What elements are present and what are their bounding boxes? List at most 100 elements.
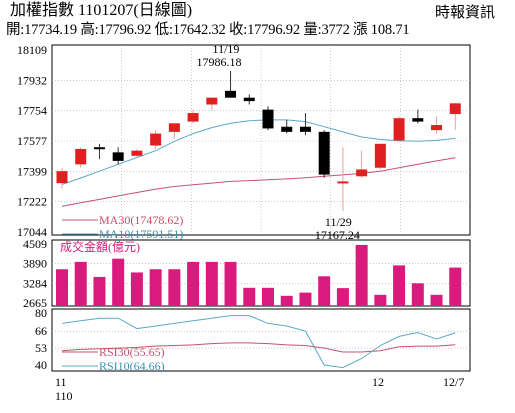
ohlc-summary: 開:17734.19 高:17796.92 低:17642.32 收:17796… [6, 22, 410, 38]
candle [168, 123, 180, 139]
data-source: 時報資訊 [434, 5, 495, 21]
candle [112, 147, 124, 165]
candle-body [337, 181, 349, 184]
volume-bar [393, 265, 406, 306]
x-label-month-12: 12 [372, 375, 384, 389]
volume-bar [280, 295, 293, 306]
ma10-line [61, 119, 456, 185]
candle [356, 150, 368, 178]
candle [281, 119, 293, 134]
candle-body [393, 118, 405, 141]
candle [318, 130, 330, 178]
x-label-year-110: 110 [55, 389, 73, 403]
volume-bar [168, 269, 181, 306]
price-axis-ticks: 18109 17932 17754 17577 17399 17222 17044 [17, 43, 47, 239]
candle-body [150, 133, 162, 146]
price-tick-label: 17754 [17, 104, 47, 118]
candle-body [449, 103, 461, 115]
candle [243, 94, 255, 105]
candle [225, 70, 237, 98]
ma10-legend-label: MA10(17591.51) [99, 227, 183, 241]
volume-panel-frame [51, 239, 471, 307]
volume-tick-label: 3890 [23, 257, 47, 271]
candle [431, 116, 443, 134]
ma-legend: MA30(17478.62) MA10(17591.51) [62, 213, 183, 241]
candle-body [262, 109, 274, 129]
rsi-axis-ticks: 80 66 53 40 [35, 306, 47, 372]
volume-bar [205, 261, 218, 306]
candle-body [168, 123, 180, 132]
volume-bar [130, 272, 143, 306]
rsi-tick-label: 40 [35, 358, 47, 372]
candle-body [225, 90, 237, 98]
candle-body [431, 125, 443, 131]
candle-body [131, 150, 143, 156]
rsi-tick-label: 66 [35, 324, 47, 338]
candle [299, 113, 311, 136]
ma10-series [61, 119, 456, 185]
candle-body [299, 126, 311, 132]
candlesticks [56, 70, 461, 211]
rsi-tick-label: 53 [35, 341, 47, 355]
volume-bar [112, 258, 125, 306]
volume-bar [56, 269, 68, 306]
volume-bar [262, 287, 274, 306]
price-tick-label: 17399 [17, 164, 47, 178]
volume-bar [243, 287, 256, 306]
candle [449, 103, 461, 130]
candle-body [374, 143, 386, 168]
candle-body [93, 147, 105, 150]
volume-bar [318, 276, 331, 306]
candle-body [318, 131, 330, 175]
rsi30-line [61, 342, 456, 353]
rsi10-series [61, 315, 456, 369]
candle-body [412, 118, 424, 122]
volume-bar [93, 276, 106, 306]
candle [337, 147, 349, 211]
candle [56, 167, 68, 189]
candle [262, 106, 274, 131]
volume-bar [430, 294, 443, 306]
rsi30-legend-label: RSI30(55.65) [99, 345, 165, 359]
price-panel: 18109 17932 17754 17577 17399 17222 17044 11/1… [17, 42, 471, 242]
rsi30-series [61, 342, 456, 353]
rsi-legend: RSI30(55.65) RSI10(64.66) [62, 345, 165, 373]
volume-tick-label: 3284 [23, 276, 47, 290]
volume-bar [74, 261, 87, 306]
volume-bar [355, 244, 368, 306]
x-axis: 11 110 12 12/7 [55, 375, 464, 403]
volume-bar [336, 288, 349, 306]
volume-tick-label: 4509 [23, 237, 47, 251]
candle-body [206, 97, 218, 105]
annotation-high-value: 17986.18 [197, 55, 242, 69]
candle-body [187, 113, 199, 122]
candle [93, 143, 105, 160]
volume-bar [187, 261, 200, 306]
price-gridlines [52, 45, 470, 235]
candle [187, 109, 199, 124]
volume-tick-label: 2665 [23, 296, 47, 310]
volume-bar [299, 292, 312, 306]
annotation-high-date: 11/19 [213, 42, 240, 56]
ma30-series [61, 157, 456, 207]
candle [131, 148, 143, 158]
rsi10-legend-label: RSI10(64.66) [99, 359, 165, 373]
candle-body [243, 97, 255, 102]
candle [206, 97, 218, 110]
volume-panel: 4509 3890 3284 2665 成交金額(億元) [23, 237, 471, 310]
x-label-12-7: 12/7 [443, 375, 464, 389]
volume-bar [224, 261, 237, 306]
candle [412, 109, 424, 124]
annotation-low-value: 17167.24 [315, 228, 360, 242]
rsi-panel-frame [51, 308, 471, 372]
annotation-low-date: 11/29 [325, 215, 352, 229]
candle-body [281, 126, 293, 132]
volume-bar [411, 283, 424, 306]
volume-bars [56, 244, 462, 306]
candle-body [56, 171, 68, 184]
candle-body [112, 152, 124, 161]
volume-bar [149, 269, 162, 306]
price-tick-label: 17932 [17, 73, 47, 87]
